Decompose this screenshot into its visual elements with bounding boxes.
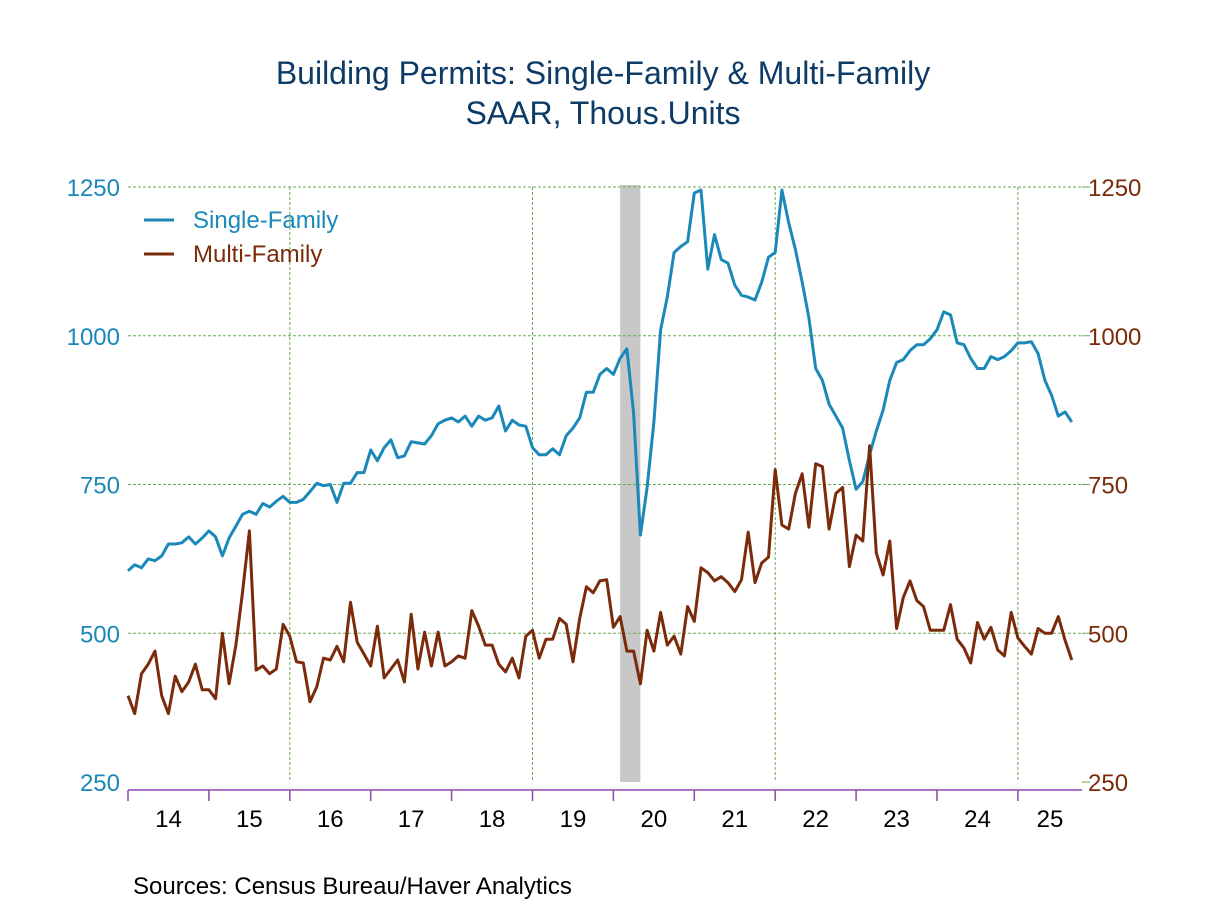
x-axis-labels: 14 15 16 17 18 19 20 21 22 23 24 25 [155,806,1063,833]
y-tick-label-right: 500 [1088,621,1128,648]
x-tick-label: 23 [883,806,910,833]
x-tick-label: 15 [236,806,263,833]
y-tick-label-left: 250 [80,770,120,797]
x-tick-label: 16 [317,806,344,833]
y-axis-right: 250 500 750 1000 1250 [1082,175,1141,797]
legend-label-multi-family: Multi-Family [193,241,322,268]
x-tick-label: 20 [640,806,667,833]
x-tick-label: 24 [964,806,991,833]
legend: Single-Family Multi-Family [144,207,338,268]
y-tick-label-left: 750 [80,473,120,500]
legend-item-single-family[interactable]: Single-Family [144,207,338,234]
series-layer [126,188,1074,716]
series-line-single-family [126,188,1074,572]
y-tick-label-left: 1250 [67,175,120,202]
chart-subtitle: SAAR, Thous.Units [465,95,740,131]
x-tick-label: 19 [560,806,587,833]
y-tick-label-right: 1250 [1088,175,1141,202]
x-tick-label: 25 [1037,806,1064,833]
y-tick-label-left: 500 [80,621,120,648]
x-tick-label: 18 [479,806,506,833]
chart-title: Building Permits: Single-Family & Multi-… [276,55,930,91]
legend-label-single-family: Single-Family [193,207,338,234]
x-tick-label: 14 [155,806,182,833]
gridlines [128,186,1082,782]
x-tick-label: 17 [398,806,425,833]
y-axis-left: 250 500 750 1000 1250 [67,175,120,797]
source-note: Sources: Census Bureau/Haver Analytics [133,873,572,900]
y-tick-label-left: 1000 [67,324,120,351]
legend-item-multi-family[interactable]: Multi-Family [144,241,322,268]
x-tick-label: 21 [721,806,748,833]
x-axis [127,789,1082,801]
series-line-multi-family [126,444,1074,716]
y-tick-label-right: 250 [1088,770,1128,797]
y-tick-label-right: 750 [1088,473,1128,500]
x-tick-label: 22 [802,806,829,833]
y-tick-label-right: 1000 [1088,324,1141,351]
